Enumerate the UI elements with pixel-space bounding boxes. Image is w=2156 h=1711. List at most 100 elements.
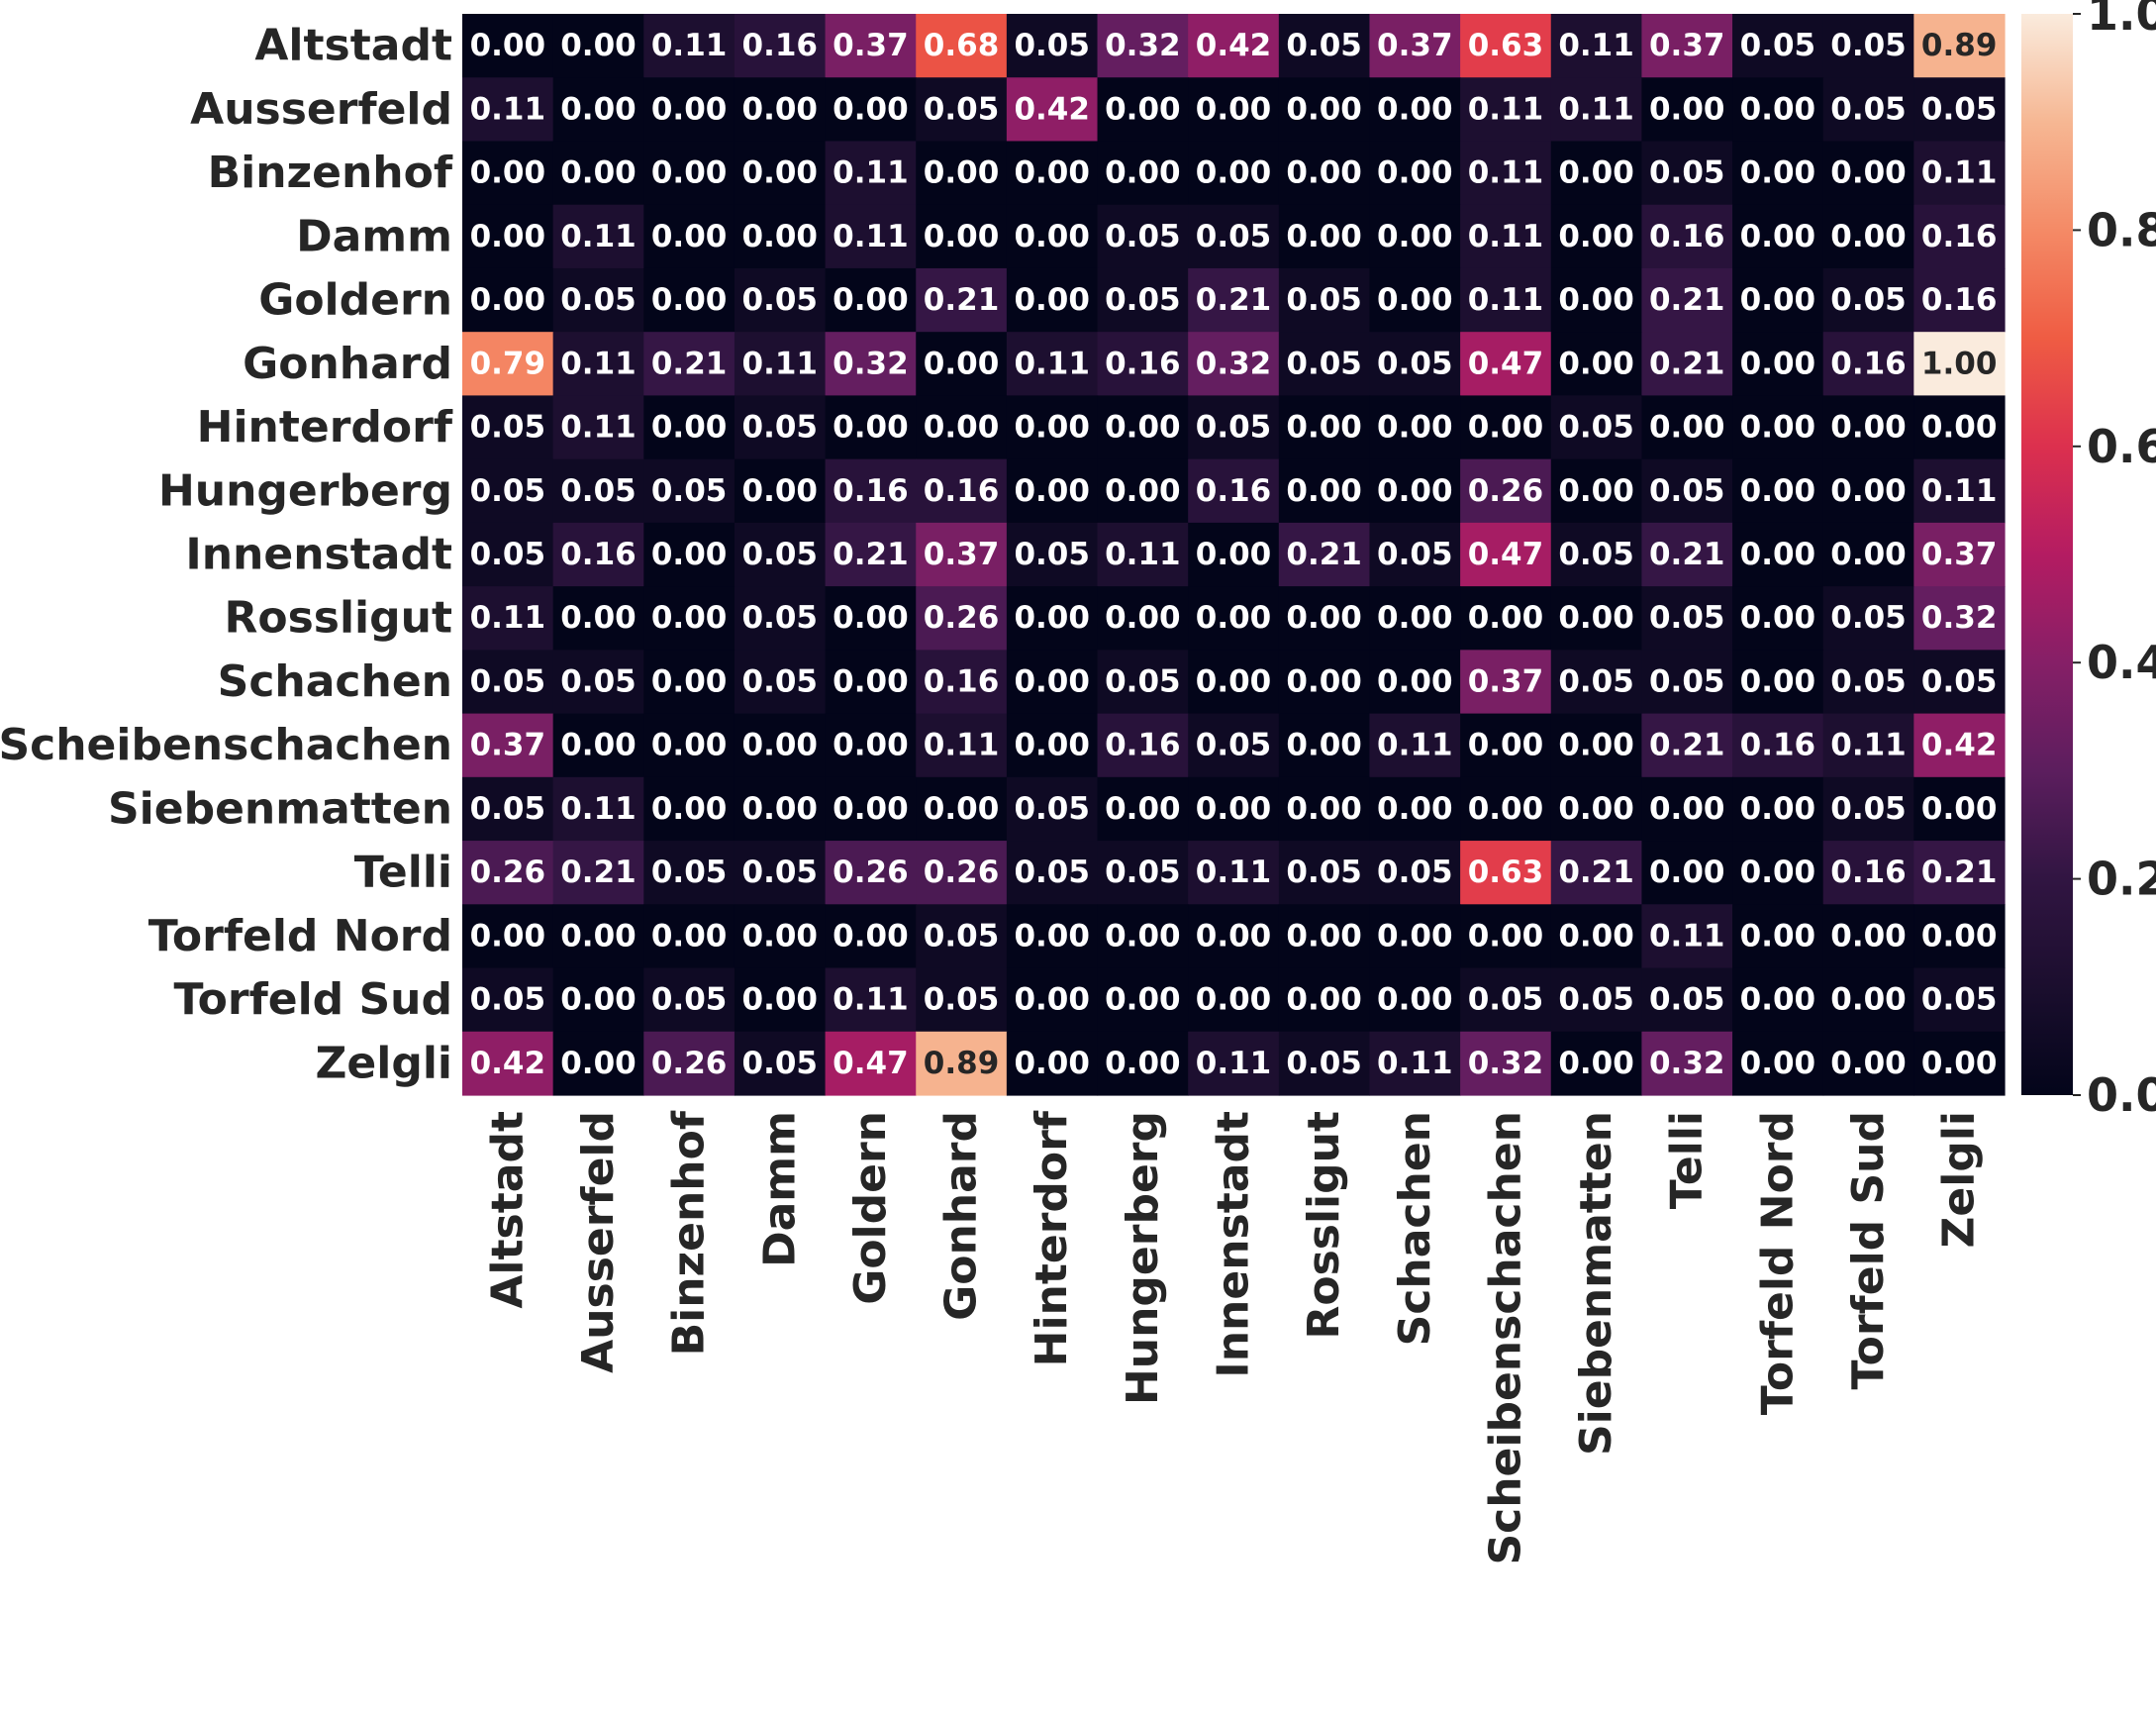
- cell-value-label: 0.00: [1196, 918, 1272, 954]
- heatmap-cell: [643, 650, 735, 715]
- heatmap-cell: [1460, 841, 1552, 905]
- cell-value-label: 0.00: [1105, 155, 1181, 191]
- heatmap-cell: [1460, 141, 1552, 206]
- heatmap-cell: [1006, 395, 1099, 460]
- heatmap-cell: [734, 141, 827, 206]
- heatmap-cell: [1641, 395, 1733, 460]
- cell-value-label: 0.00: [1740, 663, 1816, 699]
- heatmap-cell: [1913, 713, 2006, 778]
- cell-value-label: 0.00: [1105, 91, 1181, 127]
- cell-value-label: 0.05: [651, 982, 728, 1018]
- heatmap-cell: [1097, 332, 1189, 397]
- cell-value-label: 0.05: [470, 791, 546, 827]
- cell-value-label: 0.42: [1196, 28, 1272, 63]
- cell-value-label: 0.00: [1014, 473, 1090, 509]
- cell-value-label: 0.05: [1377, 855, 1453, 890]
- heatmap-cell: [916, 841, 1008, 905]
- column-label: Innenstadt: [1209, 1111, 1259, 1378]
- cell-value-label: 0.00: [651, 728, 728, 763]
- heatmap-cell: [916, 904, 1008, 969]
- cell-value-label: 0.00: [1740, 600, 1816, 636]
- cell-value-label: 0.00: [1377, 282, 1453, 318]
- cell-value-label: 0.00: [1377, 600, 1453, 636]
- cell-value-label: 0.21: [651, 346, 728, 381]
- heatmap-cell: [1006, 904, 1099, 969]
- heatmap-cell: [734, 204, 827, 269]
- heatmap-cell: [825, 458, 917, 524]
- cell-value-label: 0.05: [1196, 728, 1272, 763]
- cell-value-label: 0.32: [1196, 346, 1272, 381]
- heatmap-cell: [1006, 332, 1099, 397]
- heatmap-cell: [1188, 332, 1280, 397]
- cell-value-label: 0.05: [1105, 282, 1181, 318]
- column-label: Goldern: [845, 1111, 896, 1305]
- cell-value-label: 0.00: [1196, 791, 1272, 827]
- cell-value-label: 0.00: [470, 219, 546, 254]
- cell-value-label: 0.79: [470, 346, 546, 381]
- heatmap-cell: [825, 141, 917, 206]
- heatmap-cell: [1913, 841, 2006, 905]
- cell-value-label: 0.05: [742, 600, 819, 636]
- cell-value-label: 0.05: [1286, 855, 1362, 890]
- heatmap-cell: [1460, 395, 1552, 460]
- cell-value-label: 0.00: [651, 91, 728, 127]
- heatmap-cell: [552, 650, 644, 715]
- colorbar-tick-label: 0.0: [2087, 1068, 2156, 1122]
- cell-value-label: 0.05: [470, 410, 546, 446]
- cell-value-label: 0.11: [560, 346, 637, 381]
- cell-value-label: 1.00: [1921, 346, 1998, 381]
- cell-value-label: 0.16: [1921, 219, 1998, 254]
- cell-value-label: 0.00: [742, 91, 819, 127]
- heatmap-cell: [643, 14, 735, 78]
- heatmap-cell: [825, 77, 917, 143]
- heatmap-cell: [552, 967, 644, 1033]
- row-label: Gonhard: [243, 339, 452, 389]
- cell-value-label: 0.00: [1196, 982, 1272, 1018]
- heatmap-cell: [1822, 713, 1914, 778]
- heatmap-cells: 0.00 0.00 0.11 0.16 0.37 0.68 0.05 0.32 0.42 0.05…: [462, 14, 2006, 1096]
- heatmap-cell: [1641, 14, 1733, 78]
- heatmap-cell: [643, 267, 735, 333]
- cell-value-label: 0.00: [1558, 473, 1634, 509]
- cell-value-label: 0.00: [470, 918, 546, 954]
- cell-value-label: 0.21: [1649, 537, 1725, 572]
- cell-value-label: 0.00: [470, 28, 546, 63]
- heatmap-cell: [462, 522, 554, 587]
- heatmap-cell: [1913, 267, 2006, 333]
- heatmap-cell: [1097, 267, 1189, 333]
- heatmap-cell: [1913, 141, 2006, 206]
- cell-value-label: 0.00: [1740, 410, 1816, 446]
- heatmap-cell: [734, 77, 827, 143]
- heatmap-cell: [1550, 458, 1643, 524]
- cell-value-label: 0.05: [1286, 28, 1362, 63]
- cell-value-label: 0.37: [1649, 28, 1725, 63]
- cell-value-label: 0.00: [1740, 473, 1816, 509]
- cell-value-label: 0.37: [1921, 537, 1998, 572]
- heatmap-cell: [1460, 904, 1552, 969]
- cell-value-label: 0.11: [833, 982, 909, 1018]
- cell-value-label: 0.47: [1468, 537, 1544, 572]
- heatmap-cell: [825, 14, 917, 78]
- cell-value-label: 0.00: [1558, 346, 1634, 381]
- heatmap-cell: [1278, 967, 1371, 1033]
- heatmap-cell: [1369, 586, 1461, 651]
- cell-value-label: 0.00: [924, 219, 1000, 254]
- heatmap-cell: [916, 713, 1008, 778]
- heatmap-cell: [734, 841, 827, 905]
- heatmap-cell: [1550, 776, 1643, 842]
- heatmap-cell: [1006, 204, 1099, 269]
- heatmap-cell: [1732, 141, 1824, 206]
- heatmap-cell: [1097, 395, 1189, 460]
- heatmap-cell: [1913, 1031, 2006, 1096]
- cell-value-label: 0.05: [651, 473, 728, 509]
- heatmap-cell: [734, 332, 827, 397]
- cell-value-label: 0.11: [1014, 346, 1090, 381]
- cell-value-label: 0.26: [470, 855, 546, 890]
- cell-value-label: 0.00: [924, 346, 1000, 381]
- cell-value-label: 0.00: [1468, 918, 1544, 954]
- column-label: Torfeld Sud: [1843, 1111, 1894, 1390]
- cell-value-label: 0.00: [1105, 1046, 1181, 1081]
- heatmap-cell: [1188, 904, 1280, 969]
- heatmap-cell: [552, 904, 644, 969]
- column-label: Hinterdorf: [1027, 1110, 1077, 1366]
